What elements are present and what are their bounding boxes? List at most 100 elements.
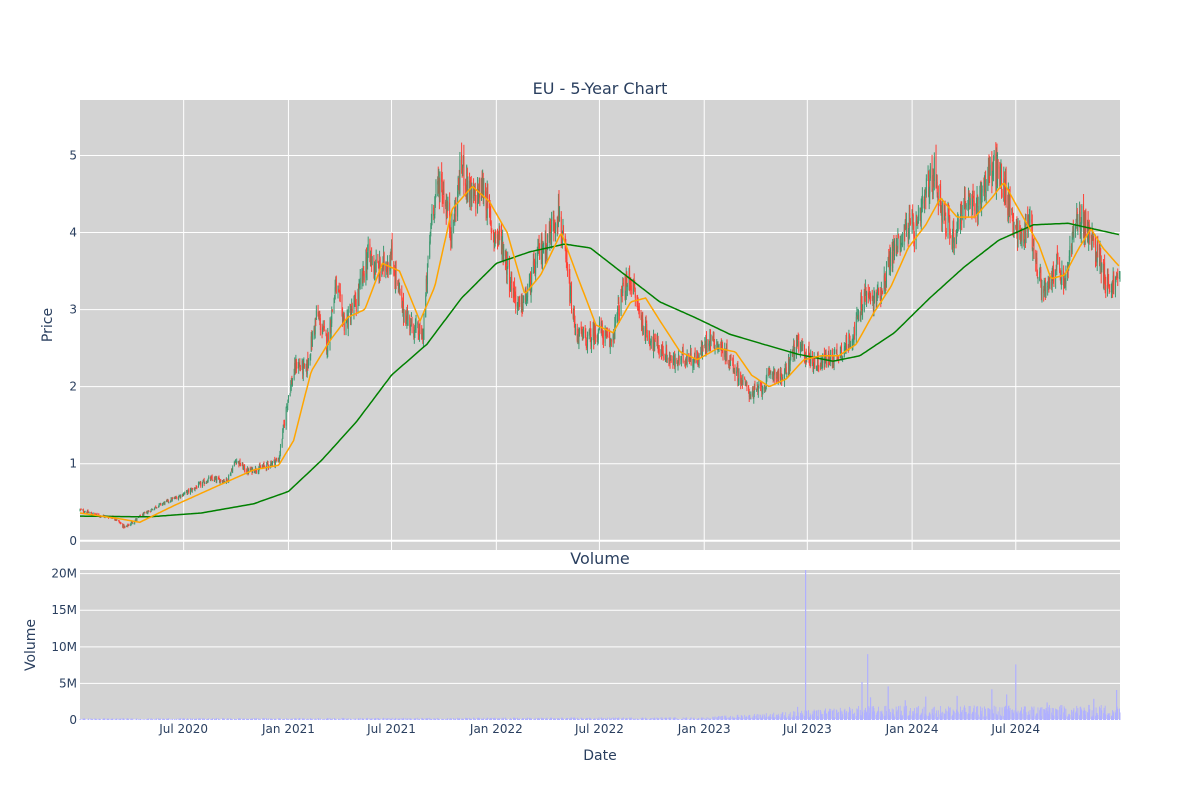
volume-bar <box>832 709 834 720</box>
candle-body-down <box>804 345 805 359</box>
candle-body-down <box>656 335 658 344</box>
volume-bar <box>498 718 500 720</box>
candle-body-up <box>834 351 836 354</box>
volume-bar <box>882 713 883 720</box>
candle-body-up <box>886 268 887 282</box>
volume-bar <box>557 718 559 720</box>
volume-bar <box>566 718 568 720</box>
candle-body-up <box>343 316 345 320</box>
volume-bar <box>660 717 662 720</box>
candle-body-up <box>786 375 788 377</box>
candle-body-down <box>331 309 333 311</box>
volume-bar <box>546 718 547 720</box>
candle-body-up <box>531 272 533 291</box>
candle-body-down <box>788 357 790 369</box>
volume-bar <box>229 718 231 720</box>
candle-body-up <box>670 358 672 361</box>
candle-body-down <box>512 287 514 299</box>
volume-bar <box>258 719 260 720</box>
candle-body-down <box>837 356 839 359</box>
volume-bar <box>761 715 763 720</box>
candle-body-up <box>609 341 611 349</box>
volume-bar <box>227 718 228 720</box>
volume-bar <box>786 717 788 720</box>
volume-bar <box>819 709 821 720</box>
volume-bar <box>415 718 417 720</box>
candle-body-up <box>765 386 767 390</box>
candle-body-down <box>649 341 651 345</box>
candle-body-up <box>583 331 584 339</box>
candle-body-up <box>210 477 212 481</box>
volume-bar <box>150 718 152 720</box>
candle-body-up <box>785 366 787 370</box>
volume-bar <box>678 718 680 720</box>
volume-bar <box>716 717 718 720</box>
candle-body-down <box>865 287 867 304</box>
candle-body-up <box>1107 274 1108 291</box>
candle-body-up <box>315 310 317 320</box>
volume-spike-bar <box>991 689 993 720</box>
candle-body-up <box>154 506 156 508</box>
candle-body-up <box>84 511 86 513</box>
candle-body-down <box>884 277 886 285</box>
candle-body-down <box>576 328 578 341</box>
candle-body-down <box>1100 255 1102 274</box>
volume-bar <box>541 718 543 720</box>
candle-body-down <box>490 211 492 220</box>
candle-body-up <box>346 319 347 323</box>
volume-bar <box>378 719 380 720</box>
candle-body-down <box>706 333 707 349</box>
candle-body-down <box>1100 248 1102 254</box>
volume-bar <box>684 717 686 720</box>
volume-bar <box>138 719 140 720</box>
candle-body-up <box>815 365 817 368</box>
candle-body-up <box>318 318 320 319</box>
candle-body-up <box>183 493 185 495</box>
candle-body-up <box>1103 264 1105 283</box>
candle-body-down <box>678 356 680 362</box>
volume-bar <box>232 719 234 720</box>
volume-bar <box>106 719 108 720</box>
volume-bar <box>866 712 867 720</box>
candle-body-up <box>617 306 619 315</box>
volume-bar <box>760 714 762 720</box>
volume-bar <box>911 715 913 720</box>
candle-body-up <box>700 352 702 354</box>
volume-bar <box>621 718 623 720</box>
volume-bar <box>486 717 488 720</box>
volume-bar <box>203 718 205 720</box>
volume-bar <box>493 718 494 720</box>
volume-bar <box>976 706 977 720</box>
candle-body-up <box>537 245 539 250</box>
candle-body-down <box>276 459 277 461</box>
candle-body-down <box>569 276 571 303</box>
volume-bar <box>813 716 815 720</box>
candle-body-down <box>704 341 706 351</box>
candle-body-down <box>868 292 870 294</box>
volume-bar <box>574 717 576 720</box>
candle-body-up <box>692 364 694 367</box>
candle-body-up <box>808 349 809 356</box>
volume-bar <box>722 715 723 720</box>
candle-body-up <box>641 316 643 325</box>
candle-body-down <box>215 477 217 482</box>
candle-body-up <box>753 386 755 394</box>
volume-bar <box>656 717 658 720</box>
date-x-tick-label: Jan 2024 <box>885 722 939 736</box>
volume-bar <box>581 718 583 720</box>
volume-bar <box>606 717 608 720</box>
volume-bar <box>510 718 512 720</box>
candle-body-down <box>849 339 851 348</box>
volume-bar <box>547 719 549 720</box>
candle-body-up <box>805 353 807 362</box>
volume-bar <box>1112 712 1114 720</box>
volume-bar <box>179 719 181 720</box>
candle-body-up <box>419 324 420 337</box>
volume-bar <box>295 719 297 720</box>
volume-bar <box>1089 709 1091 720</box>
volume-bar <box>271 718 273 720</box>
candle-body-down <box>244 465 246 471</box>
volume-bar <box>487 717 489 720</box>
volume-bar <box>777 714 779 720</box>
